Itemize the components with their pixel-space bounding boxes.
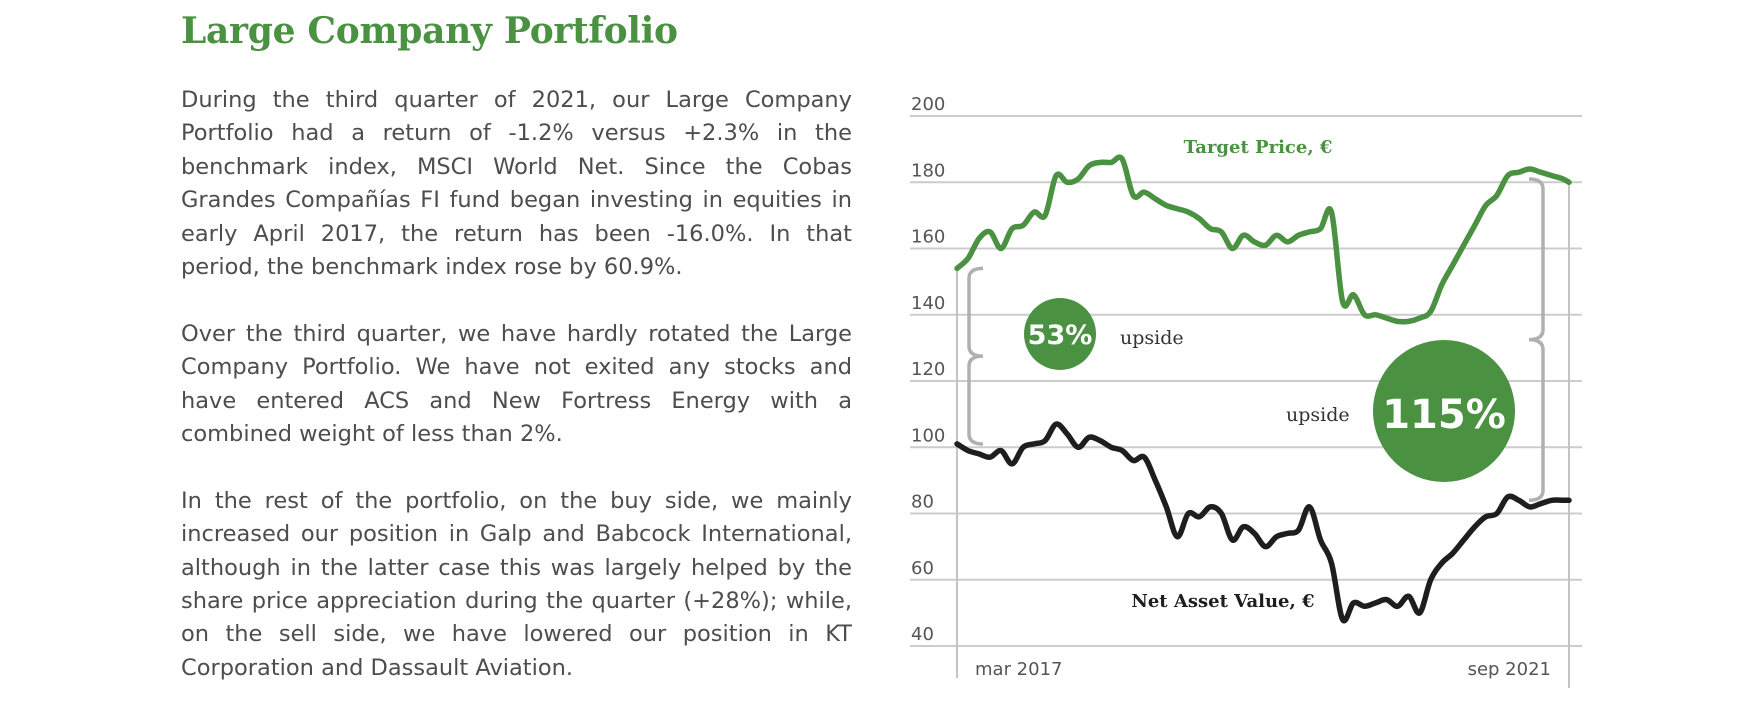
y-tick-label: 160 xyxy=(911,227,945,248)
nav-vs-target-chart: 200 180 160 140 120 100 80 60 40 Target Price, €… xyxy=(910,94,1582,688)
paragraph-3: In the rest of the portfolio, on the buy… xyxy=(181,487,852,681)
body-text: During the third quarter of 2021, our La… xyxy=(181,84,852,719)
series-lines xyxy=(954,154,1572,624)
upside-badge-small-value: 53% xyxy=(1028,320,1093,351)
upside-label-small: upside xyxy=(1120,327,1184,349)
y-tick-label: 40 xyxy=(911,624,934,645)
upside-badge-large-value: 115% xyxy=(1382,392,1506,438)
upside-label-large: upside xyxy=(1286,404,1350,426)
y-tick-label: 80 xyxy=(911,492,934,513)
y-tick-label: 200 xyxy=(911,94,945,115)
series-label-net-asset-value: Net Asset Value, € xyxy=(1131,591,1314,612)
paragraph-1: During the third quarter of 2021, our La… xyxy=(181,87,852,281)
x-tick-end: sep 2021 xyxy=(1468,659,1551,680)
series-line-net-asset-value xyxy=(954,421,1572,624)
series-line-target-price xyxy=(954,154,1572,325)
y-tick-label: 60 xyxy=(911,558,934,579)
paragraph-2: Over the third quarter, we have hardly r… xyxy=(181,320,852,448)
x-tick-start: mar 2017 xyxy=(975,659,1063,680)
upside-bracket-start xyxy=(967,266,984,446)
upside-badge-large xyxy=(1373,340,1515,482)
upside-badge-small xyxy=(1024,298,1096,370)
y-tick-label: 180 xyxy=(911,160,945,181)
page-title: Large Company Portfolio xyxy=(181,10,678,52)
series-label-target-price: Target Price, € xyxy=(1184,137,1333,158)
upside-brackets xyxy=(967,177,1545,502)
y-tick-label: 100 xyxy=(911,425,945,446)
y-tick-label: 120 xyxy=(911,359,945,380)
upside-bracket-end xyxy=(1528,177,1545,502)
y-axis-ticks: 200 180 160 140 120 100 80 60 40 xyxy=(911,94,945,645)
axes xyxy=(956,182,1570,688)
y-tick-label: 140 xyxy=(911,293,945,314)
